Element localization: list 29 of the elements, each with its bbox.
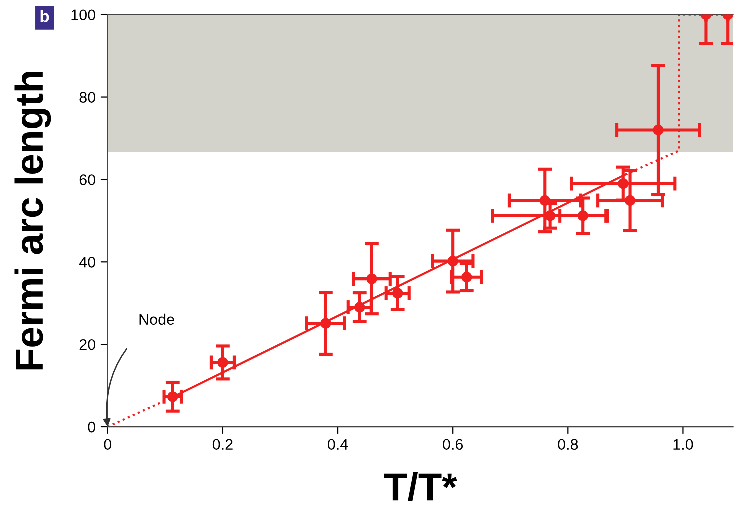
x-tick-label: 0.4 bbox=[328, 439, 348, 450]
x-tick-label: 0 bbox=[104, 439, 112, 450]
point bbox=[578, 210, 588, 222]
point bbox=[354, 302, 366, 313]
y-axis-title: Fermi arc length bbox=[14, 72, 52, 370]
text: b bbox=[40, 10, 50, 22]
y-tick-label: 80 bbox=[80, 92, 96, 103]
y-tick-label: 0 bbox=[88, 422, 96, 433]
point bbox=[366, 274, 378, 284]
x-tick-label: 0.6 bbox=[443, 439, 464, 450]
point bbox=[618, 178, 629, 190]
point bbox=[624, 195, 636, 206]
annotation: Node bbox=[140, 314, 174, 326]
x-tick-label: 0.8 bbox=[558, 439, 578, 450]
y-tick-label: 60 bbox=[80, 174, 96, 186]
x-tick-label: 1.0 bbox=[674, 439, 694, 450]
x-tick-label: 0.2 bbox=[212, 439, 233, 450]
point bbox=[168, 392, 178, 402]
point bbox=[218, 357, 228, 368]
y-tick-label: 20 bbox=[80, 339, 96, 350]
point bbox=[540, 195, 550, 206]
y-tick-label: 100 bbox=[72, 10, 96, 21]
point bbox=[448, 256, 458, 267]
point bbox=[462, 272, 472, 283]
point bbox=[320, 318, 332, 329]
x-axis-title: T/T* bbox=[384, 472, 458, 502]
point bbox=[392, 288, 404, 299]
point bbox=[653, 124, 664, 136]
y-tick-label: 40 bbox=[79, 257, 96, 268]
